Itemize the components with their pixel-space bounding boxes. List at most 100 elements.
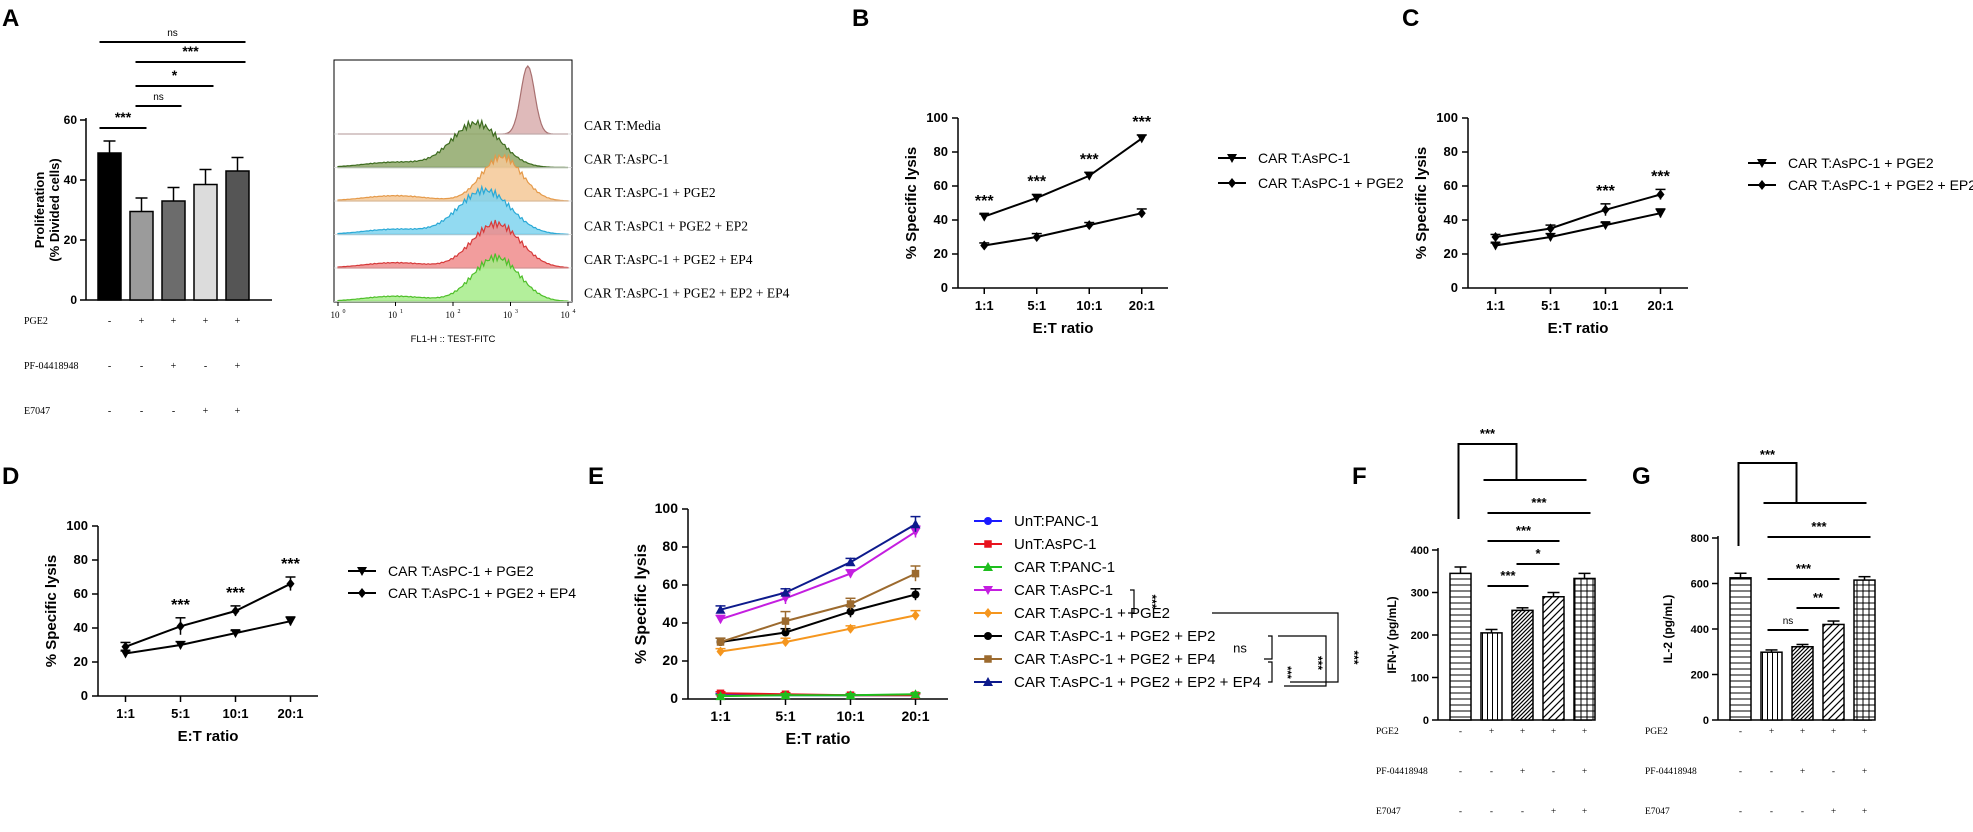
x-tick-exponent: 4 [573, 309, 576, 315]
y-tick-label: 400 [1411, 545, 1429, 557]
condition-mark: - [1521, 807, 1524, 817]
data-point [1600, 221, 1611, 231]
series-line [720, 693, 916, 698]
condition-mark: - [204, 361, 207, 372]
x-tick-label: 10 [388, 310, 398, 320]
x-axis-title: E:T ratio [1548, 320, 1609, 337]
significance-label: ns [1783, 616, 1794, 627]
panel-label-g: G [1632, 463, 1651, 490]
condition-mark: + [1551, 807, 1556, 817]
significance-label: *** [1027, 174, 1046, 191]
panel-f-bar-chart: 0 100 200 300 400 IFN-γ (pg/mL) PGE2 - + + + + PF-04… [1376, 426, 1596, 817]
data-point [780, 587, 791, 597]
y-tick-label: 60 [64, 113, 78, 127]
y-tick-label: 800 [1691, 533, 1709, 545]
data-point [1546, 223, 1555, 234]
condition-mark: - [1832, 767, 1835, 777]
condition-mark: - [140, 361, 143, 372]
significance-label: *** [975, 193, 994, 210]
data-point [846, 623, 855, 634]
y-axis-title: % Specific lysis [1413, 147, 1430, 260]
legend-label: CAR T:AsPC-1 + PGE2 + EP2 [1788, 177, 1973, 193]
y-tick-label: 100 [1411, 673, 1429, 685]
panel-e-line-chart: 0 20 40 60 80 100 1:1 5:1 10:1 20:1 E:T ratio % Spe… [633, 500, 1361, 748]
x-axis-title: E:T ratio [178, 728, 239, 745]
bar [1511, 609, 1534, 721]
series-line [984, 212, 1142, 247]
significance-label: *** [1480, 426, 1496, 441]
legend-marker [984, 517, 992, 525]
legend-marker [1757, 159, 1767, 168]
y-axis-title: (% Divided cells) [47, 158, 62, 261]
data-point [979, 212, 990, 222]
data-point [1031, 193, 1042, 203]
legend-marker [358, 588, 366, 598]
data-point [230, 629, 241, 639]
track-label: CAR T:AsPC-1 + PGE2 + EP4 [584, 252, 753, 267]
condition-mark: - [108, 316, 111, 327]
data-point [910, 689, 921, 699]
condition-mark: - [108, 361, 111, 372]
condition-mark: - [1770, 767, 1773, 777]
legend-label: CAR T:PANC-1 [1014, 559, 1115, 576]
series-line [125, 620, 291, 655]
data-point [845, 569, 856, 579]
condition-label: PF-04418948 [1376, 767, 1428, 777]
panel-a-bar-chart: 0 20 40 60 Proliferation (% Divided cells) PGE… [24, 28, 272, 417]
bar [1791, 645, 1814, 721]
legend-marker [984, 540, 992, 548]
condition-mark: - [1739, 767, 1742, 777]
condition-mark: + [171, 316, 177, 327]
legend-label: CAR T:AsPC-1 + PGE2 + EP2 [1014, 628, 1215, 645]
condition-mark: - [1459, 807, 1462, 817]
bar [1729, 577, 1752, 721]
condition-mark: + [171, 361, 177, 372]
panel-g-bar-chart: 0 200 400 600 800 IL-2 (pg/mL) PGE2 - + + + + PF-044… [1645, 447, 1876, 817]
y-tick-label: 60 [1444, 178, 1458, 193]
condition-mark: + [1769, 727, 1774, 737]
legend-marker [984, 608, 992, 618]
y-tick-label: 300 [1411, 588, 1429, 600]
bar [1853, 579, 1876, 721]
histogram-trace [337, 153, 569, 202]
significance-label: *** [281, 556, 300, 573]
condition-mark: + [1831, 727, 1836, 737]
x-tick-label: 1:1 [975, 298, 994, 313]
significance-label: *** [1132, 114, 1151, 131]
y-tick-label: 0 [81, 688, 88, 703]
data-point [1655, 209, 1666, 219]
x-tick-label: 20:1 [901, 708, 929, 724]
data-point [845, 690, 856, 700]
data-point [120, 649, 131, 659]
significance-label: * [1535, 546, 1541, 561]
y-tick-label: 0 [1703, 715, 1709, 727]
condition-mark: + [235, 406, 241, 417]
x-tick-label: 5:1 [171, 706, 190, 721]
data-point [715, 691, 726, 701]
series-line [720, 523, 917, 611]
condition-mark: - [172, 406, 175, 417]
legend-label: CAR T:AsPC-1 + PGE2 + EP2 + EP4 [1014, 674, 1261, 691]
legend-label: CAR T:AsPC-1 [1014, 582, 1113, 599]
condition-mark: + [203, 316, 209, 327]
bracket-label: ns [1233, 641, 1247, 656]
data-point [231, 606, 240, 616]
bracket [1128, 589, 1135, 614]
condition-mark: - [108, 406, 111, 417]
x-tick-label: 5:1 [775, 708, 795, 724]
legend-marker [983, 562, 993, 571]
condition-mark: + [1582, 767, 1587, 777]
series-line [720, 614, 916, 653]
condition-mark: - [1801, 807, 1804, 817]
legend-label: CAR T:AsPC-1 + PGE2 [1258, 175, 1404, 191]
x-tick-exponent: 2 [458, 309, 461, 315]
condition-label: PF-04418948 [1645, 767, 1697, 777]
track-label: CAR T:AsPC-1 [584, 152, 669, 167]
condition-label: PGE2 [24, 316, 48, 327]
legend-label: CAR T:AsPC-1 + PGE2 [1788, 155, 1934, 171]
condition-label: E7047 [1376, 807, 1401, 817]
condition-mark: - [1490, 767, 1493, 777]
bracket-label: *** [1311, 656, 1325, 670]
significance-label: *** [182, 43, 199, 59]
y-tick-label: 200 [1411, 630, 1429, 642]
